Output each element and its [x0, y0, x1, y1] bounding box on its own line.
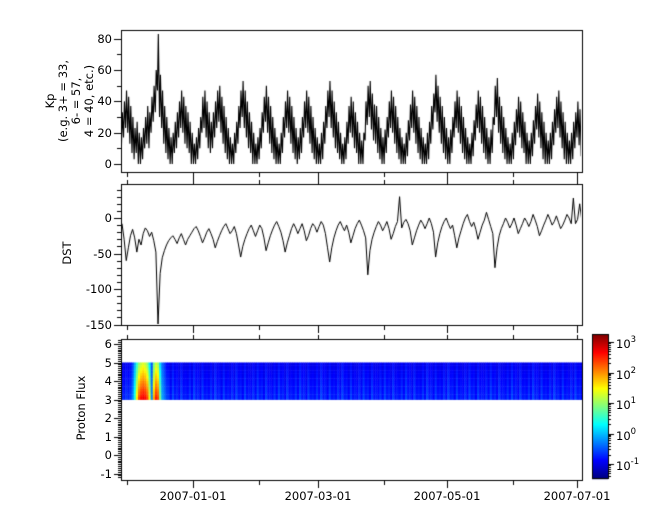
proton-flux-axis-label: Proton Flux	[74, 375, 88, 441]
dst-axis-label: DST	[60, 241, 74, 265]
kp-axis-label: Kp (e.g. 3+ = 33, 6- = 57, 4 = 40, etc.)	[43, 26, 96, 176]
kp-axis-label-line4: 4 = 40, etc.)	[82, 64, 96, 138]
